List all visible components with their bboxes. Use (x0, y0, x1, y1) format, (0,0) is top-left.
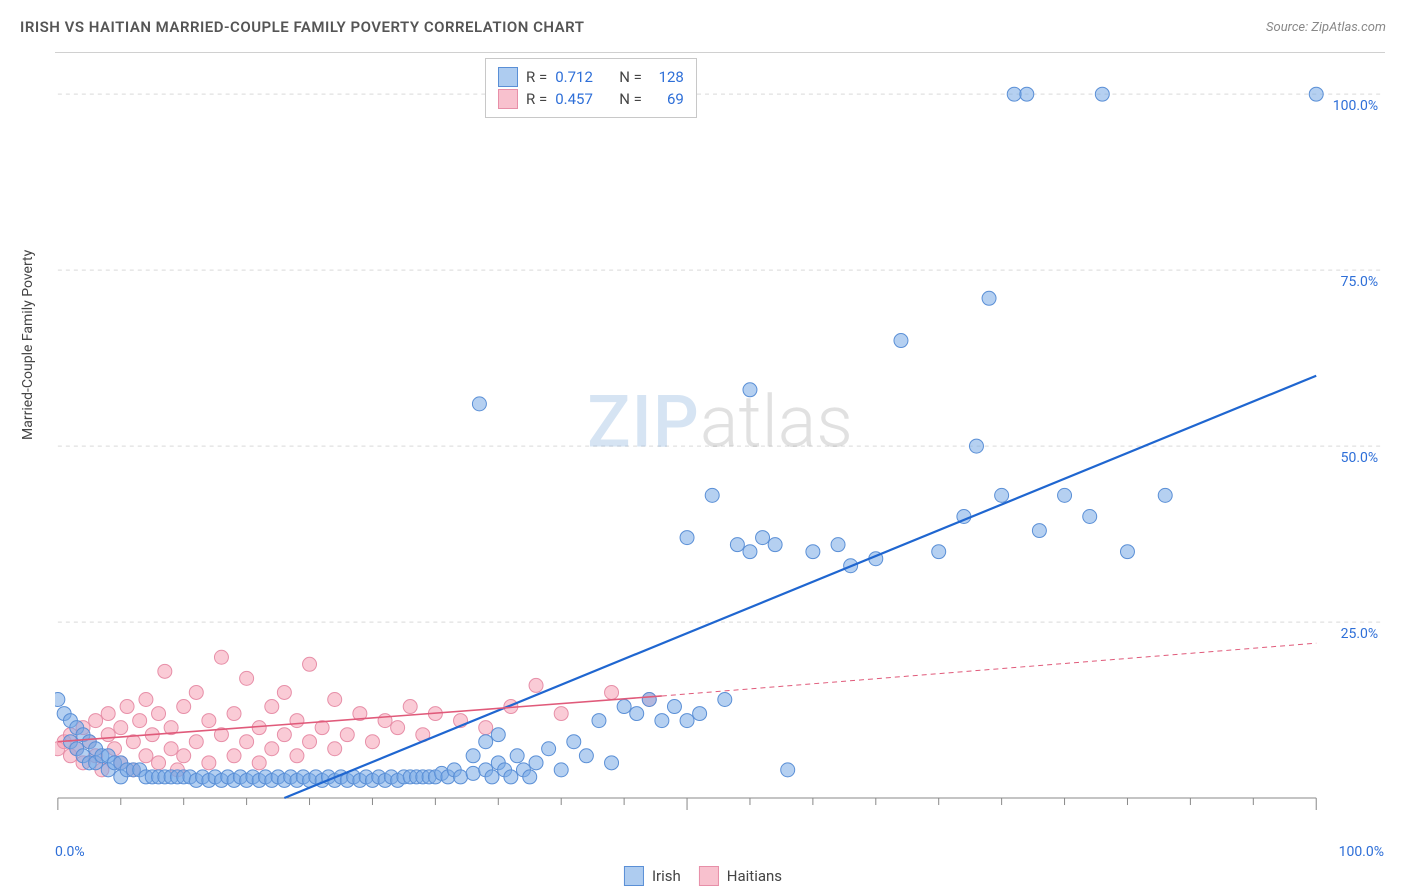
chart-title: IRISH VS HAITIAN MARRIED-COUPLE FAMILY P… (20, 18, 584, 36)
legend-swatch-irish (624, 866, 644, 886)
corr-row-haitians: R = 0.457 N = 69 (498, 89, 684, 109)
legend-label-irish: Irish (652, 867, 681, 885)
legend-item-irish: Irish (624, 866, 681, 886)
legend-item-haitians: Haitians (699, 866, 782, 886)
correlation-legend: R = 0.712 N = 128 R = 0.457 N = 69 (485, 58, 697, 118)
n-value-irish: 128 (650, 68, 684, 86)
chart-source: Source: ZipAtlas.com (1266, 20, 1386, 35)
x-axis-start-label: 0.0% (55, 844, 85, 860)
legend-swatch-haitians (699, 866, 719, 886)
x-axis-end-label: 100.0% (1339, 844, 1384, 860)
svg-text:75.0%: 75.0% (1341, 274, 1378, 290)
n-label: N = (619, 90, 642, 108)
scatter-plot-svg: 25.0% 50.0% 75.0% 100.0% (55, 53, 1385, 822)
svg-text:50.0%: 50.0% (1341, 450, 1378, 466)
chart-plot-area: 25.0%50.0%75.0%100.0% ZIPatlas R = 0.712… (55, 52, 1385, 822)
svg-text:25.0%: 25.0% (1341, 626, 1378, 642)
bottom-legend: Irish Haitians (624, 866, 782, 886)
corr-row-irish: R = 0.712 N = 128 (498, 67, 684, 87)
r-label: R = (526, 90, 547, 108)
swatch-irish (498, 67, 518, 87)
swatch-haitians (498, 89, 518, 109)
n-label: N = (619, 68, 642, 86)
n-value-haitians: 69 (650, 90, 684, 108)
y-axis-label: Married-Couple Family Poverty (20, 250, 36, 440)
svg-text:100.0%: 100.0% (1333, 98, 1378, 114)
legend-label-haitians: Haitians (727, 867, 782, 885)
chart-header: IRISH VS HAITIAN MARRIED-COUPLE FAMILY P… (20, 18, 1386, 36)
r-value-irish: 0.712 (555, 68, 611, 86)
r-value-haitians: 0.457 (555, 90, 611, 108)
r-label: R = (526, 68, 547, 86)
